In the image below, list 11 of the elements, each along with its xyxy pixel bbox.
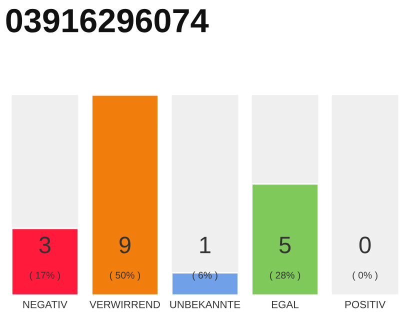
chart-title: 03916296074 <box>6 8 209 33</box>
x-tick-label: VERWIRREND <box>90 300 160 308</box>
data-label: 5 ( 28% ) <box>270 236 300 281</box>
data-label: 3 ( 17% ) <box>30 236 60 281</box>
data-label: 0 ( 0% ) <box>352 236 378 281</box>
x-tick-label: EGAL <box>272 300 299 308</box>
x-tick-label: UNBEKANNTE <box>170 300 240 308</box>
x-tick-label: NEGATIV <box>23 300 68 308</box>
x-tick-label: POSITIV <box>345 300 386 308</box>
data-label: 1 ( 6% ) <box>192 236 218 281</box>
data-label: 9 ( 50% ) <box>110 236 140 281</box>
